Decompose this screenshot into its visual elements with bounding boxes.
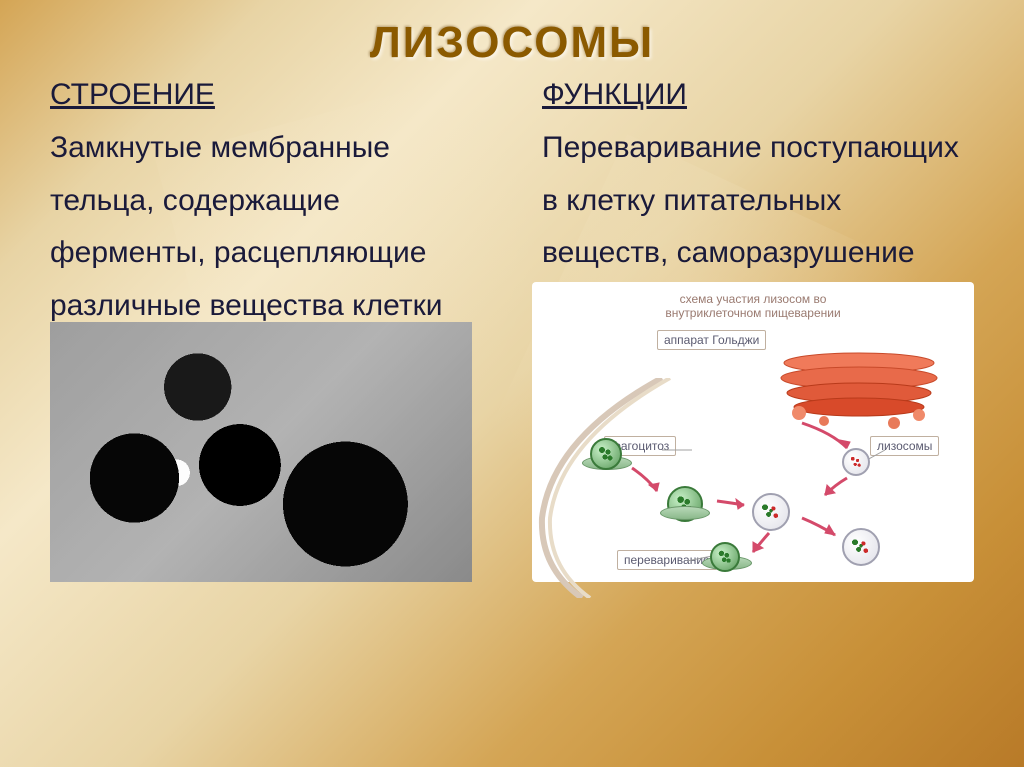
diagram-image: схема участия лизосом во внутриклеточном… — [532, 282, 974, 582]
structure-header: СТРОЕНИЕ — [50, 78, 482, 112]
label-line — [662, 445, 692, 455]
images-row: схема участия лизосом во внутриклеточном… — [0, 322, 1024, 582]
vesicle-icon — [710, 542, 740, 572]
arrow-icon — [747, 528, 777, 558]
slide-title: ЛИЗОСОМЫ — [0, 0, 1024, 68]
vesicle-icon — [752, 493, 790, 531]
structure-text: Замкнутые мембранные тельца, содержащие … — [50, 122, 482, 332]
microscopy-texture — [50, 322, 472, 582]
arrow-icon — [712, 493, 752, 513]
structure-column: СТРОЕНИЕ Замкнутые мембранные тельца, со… — [50, 78, 482, 332]
vesicle-icon — [842, 448, 870, 476]
diagram-canvas: аппарат Гольджи фагоцитоз лизосомы перев… — [542, 328, 964, 578]
functions-header: ФУНКЦИИ — [542, 78, 974, 112]
diagram-title-line1: схема участия лизосом во — [680, 292, 827, 306]
vesicle-icon — [660, 506, 710, 520]
arrow-icon — [817, 473, 857, 503]
vesicle-icon — [590, 438, 622, 470]
diagram-title: схема участия лизосом во внутриклеточном… — [542, 292, 964, 320]
golgi-label: аппарат Гольджи — [657, 330, 766, 350]
arrow-icon — [797, 513, 842, 543]
vesicle-icon — [842, 528, 880, 566]
arrow-icon — [627, 463, 667, 498]
label-line — [867, 448, 887, 463]
microscopy-image — [50, 322, 472, 582]
diagram-title-line2: внутриклеточном пищеварении — [665, 306, 840, 320]
